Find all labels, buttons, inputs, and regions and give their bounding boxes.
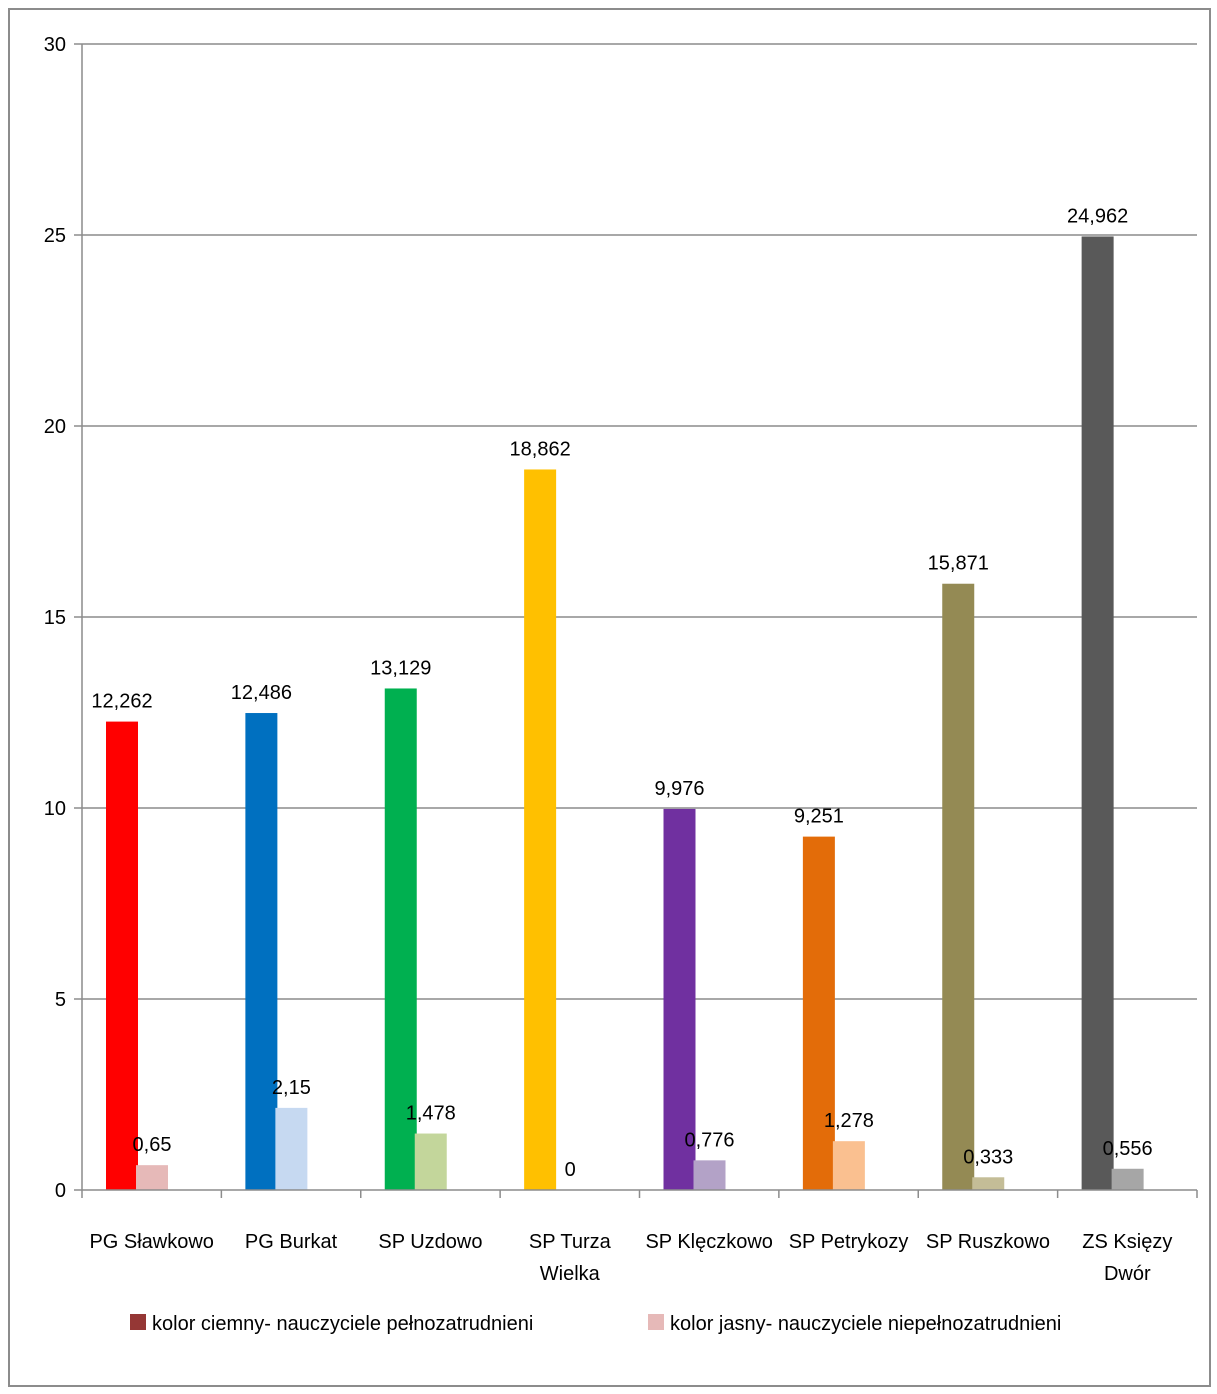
data-label: 12,262 xyxy=(91,691,152,713)
y-tick-label: 5 xyxy=(55,989,66,1011)
data-label: 0,333 xyxy=(963,1146,1013,1168)
category-label: PG Burkat xyxy=(245,1231,338,1253)
category-label: Dwór xyxy=(1104,1263,1151,1285)
legend-label: kolor ciemny- nauczyciele pełnozatrudnie… xyxy=(152,1313,533,1335)
legend-swatch xyxy=(648,1314,664,1330)
bar-part-time xyxy=(275,1107,308,1190)
legend-swatch xyxy=(130,1314,146,1330)
data-label: 13,129 xyxy=(370,657,431,679)
chart-frame xyxy=(8,8,1211,1387)
bar-part-time xyxy=(693,1160,726,1190)
bar-full-time xyxy=(942,583,975,1190)
legend: kolor ciemny- nauczyciele pełnozatrudnie… xyxy=(130,1313,1061,1335)
y-tick-label: 30 xyxy=(44,34,66,56)
y-tick-label: 25 xyxy=(44,225,66,247)
data-label: 0,65 xyxy=(133,1134,172,1156)
data-labels: 12,262 12,486 13,129 18,862 9,976 9,251 15,871… xyxy=(91,205,1152,1181)
data-label: 24,962 xyxy=(1067,205,1128,227)
y-tick-label: 0 xyxy=(55,1180,66,1202)
bars xyxy=(106,236,1144,1191)
legend-label: kolor jasny- nauczyciele niepełnozatrudn… xyxy=(670,1313,1061,1335)
bar-full-time xyxy=(524,469,557,1191)
category-label: PG Sławkowo xyxy=(89,1231,214,1253)
category-label: SP Uzdowo xyxy=(378,1231,482,1253)
category-label: ZS Księzy xyxy=(1082,1231,1172,1253)
data-label: 0,776 xyxy=(684,1129,734,1151)
bar-part-time xyxy=(1111,1168,1144,1190)
data-label: 9,251 xyxy=(794,806,844,828)
data-label: 9,976 xyxy=(654,778,704,800)
data-label: 0 xyxy=(565,1159,576,1181)
data-label: 2,15 xyxy=(272,1077,311,1099)
y-tick-label: 20 xyxy=(44,416,66,438)
data-label: 1,278 xyxy=(824,1110,874,1132)
bar-full-time xyxy=(384,688,417,1190)
bar-full-time xyxy=(245,713,278,1190)
bar-part-time xyxy=(414,1133,447,1190)
data-label: 18,862 xyxy=(510,438,571,460)
x-axis-categories: PG Sławkowo PG Burkat SP Uzdowo SP Turza Wie… xyxy=(89,1231,1172,1285)
category-label: SP Ruszkowo xyxy=(926,1231,1050,1253)
category-label: SP Petrykozy xyxy=(789,1231,909,1253)
bar-part-time xyxy=(972,1177,1005,1190)
bar-part-time xyxy=(832,1141,865,1190)
data-label: 15,871 xyxy=(928,553,989,575)
data-label: 1,478 xyxy=(406,1103,456,1125)
bar-part-time xyxy=(136,1165,168,1190)
bar-full-time xyxy=(1081,236,1114,1190)
category-label: Wielka xyxy=(540,1263,601,1285)
category-label: SP Turza xyxy=(529,1231,612,1253)
bar-full-time xyxy=(802,836,835,1190)
data-label: 0,556 xyxy=(1103,1138,1153,1160)
bar-full-time xyxy=(106,721,138,1190)
axes xyxy=(74,43,1198,1198)
data-label: 12,486 xyxy=(231,682,292,704)
y-tick-label: 15 xyxy=(44,607,66,629)
y-tick-label: 10 xyxy=(44,798,66,820)
category-label: SP Klęczkowo xyxy=(645,1231,772,1253)
y-axis-ticks: 0 5 10 15 20 25 30 xyxy=(44,34,66,1202)
bar-full-time xyxy=(663,808,696,1190)
